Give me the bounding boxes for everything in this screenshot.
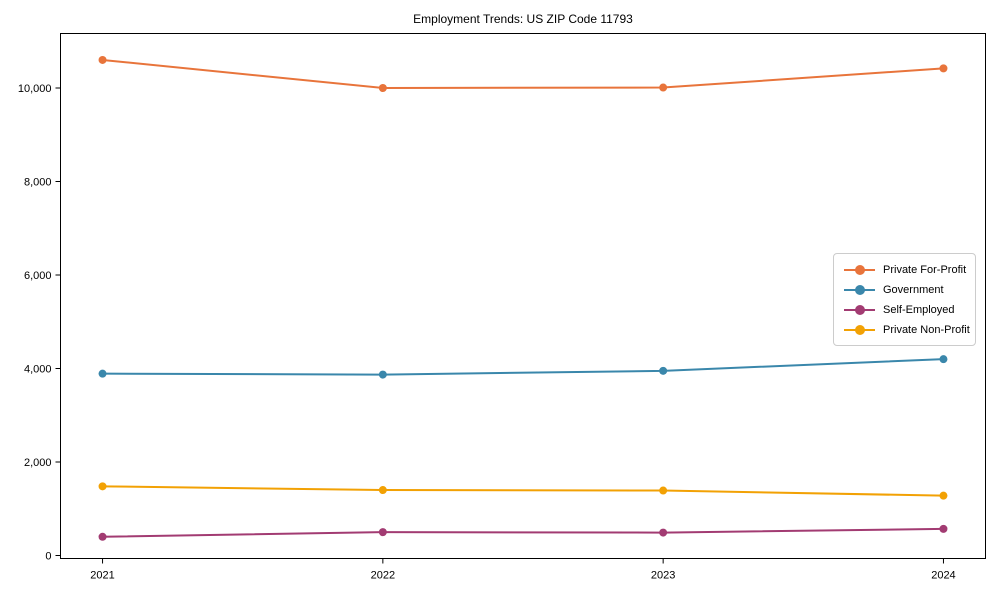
legend-dot-icon bbox=[854, 305, 865, 315]
data-point-private-non-profit-2021 bbox=[98, 482, 107, 491]
legend-item-private-non-profit: Private Non-Profit bbox=[838, 320, 971, 340]
legend-item-private-for-profit: Private For-Profit bbox=[838, 260, 971, 280]
legend-label-private-for-profit: Private For-Profit bbox=[883, 264, 967, 276]
data-point-self-employed-2021 bbox=[98, 532, 107, 541]
legend-label-self-employed: Self-Employed bbox=[883, 304, 955, 316]
data-point-self-employed-2024 bbox=[939, 524, 948, 533]
x-axis: 2021 2022 2023 2024 bbox=[90, 558, 956, 582]
y-tick-label: 6,000 bbox=[24, 270, 52, 282]
legend-dot-icon bbox=[854, 325, 865, 335]
data-point-private-non-profit-2024 bbox=[939, 491, 948, 500]
legend: Private For-Profit Government Self-Employe… bbox=[833, 253, 976, 346]
data-point-government-2024 bbox=[939, 355, 948, 364]
x-tick-label: 2023 bbox=[651, 570, 675, 582]
legend-dot-icon bbox=[854, 265, 865, 275]
data-point-government-2021 bbox=[98, 369, 107, 378]
data-point-private-for-profit-2023 bbox=[659, 83, 668, 92]
series-private-for-profit bbox=[98, 55, 948, 93]
series-line-private-for-profit bbox=[101, 58, 945, 90]
data-point-self-employed-2022 bbox=[378, 528, 387, 537]
data-point-self-employed-2023 bbox=[659, 528, 668, 537]
data-point-private-for-profit-2024 bbox=[939, 64, 948, 73]
data-point-government-2023 bbox=[659, 366, 668, 375]
plot-frame bbox=[60, 33, 986, 559]
x-tick-label: 2021 bbox=[90, 570, 114, 582]
series-line-self-employed bbox=[101, 527, 945, 538]
chart-title: Employment Trends: US ZIP Code 11793 bbox=[413, 12, 633, 26]
y-tick-label: 8,000 bbox=[24, 177, 52, 189]
x-tick-label: 2022 bbox=[371, 570, 395, 582]
legend-marker-self-employed bbox=[844, 305, 875, 315]
y-tick-label: 4,000 bbox=[24, 364, 52, 376]
data-point-private-non-profit-2023 bbox=[659, 486, 668, 495]
legend-marker-private-for-profit bbox=[844, 265, 875, 275]
series-line-private-non-profit bbox=[101, 485, 945, 497]
y-tick-label: 2,000 bbox=[24, 457, 52, 469]
series-line-government bbox=[101, 358, 945, 376]
series-private-non-profit bbox=[98, 482, 948, 500]
legend-item-government: Government bbox=[838, 280, 971, 300]
legend-marker-private-non-profit bbox=[844, 325, 875, 335]
data-point-private-for-profit-2022 bbox=[378, 84, 387, 93]
legend-marker-government bbox=[844, 285, 875, 295]
legend-label-government: Government bbox=[883, 284, 944, 296]
y-tick-label: 0 bbox=[45, 551, 51, 563]
legend-item-self-employed: Self-Employed bbox=[838, 300, 971, 320]
data-point-government-2022 bbox=[378, 370, 387, 379]
legend-label-private-non-profit: Private Non-Profit bbox=[883, 324, 970, 336]
x-tick-label: 2024 bbox=[931, 570, 955, 582]
y-axis: 0 2,000 4,000 6,000 8,000 10,000 bbox=[18, 83, 61, 563]
y-tick-label: 10,000 bbox=[18, 83, 52, 95]
data-point-private-for-profit-2021 bbox=[98, 55, 107, 64]
series-government bbox=[98, 355, 948, 379]
data-point-private-non-profit-2022 bbox=[378, 486, 387, 495]
series-self-employed bbox=[98, 524, 948, 541]
legend-dot-icon bbox=[854, 285, 865, 295]
